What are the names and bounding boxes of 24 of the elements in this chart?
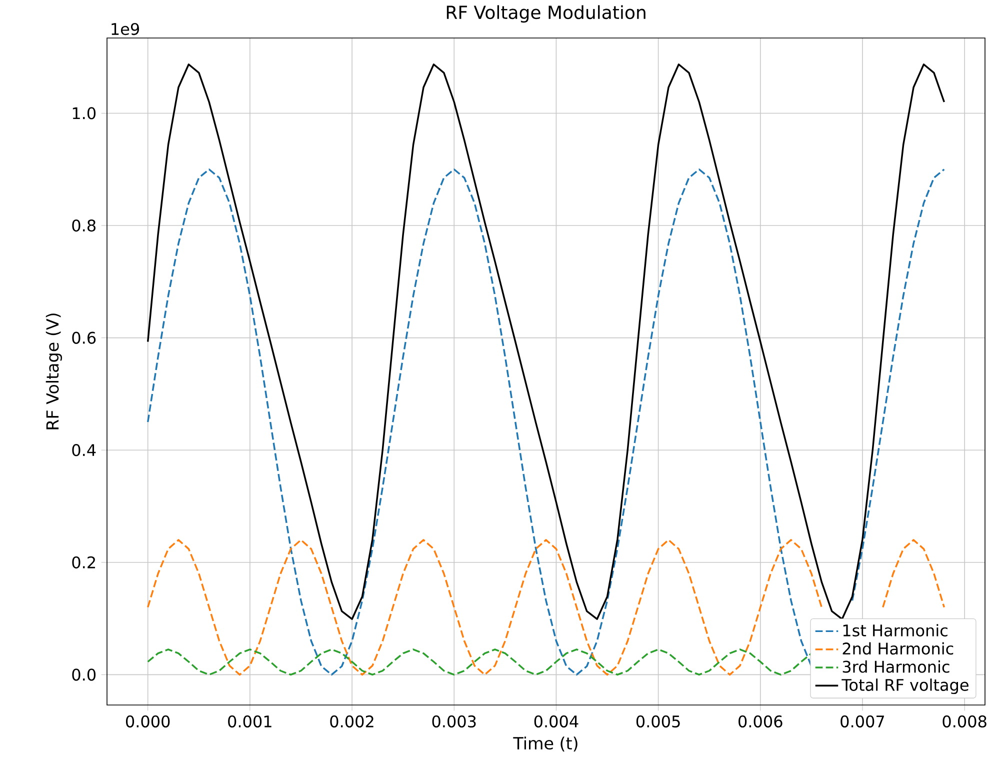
chart-title: RF Voltage Modulation bbox=[446, 5, 646, 23]
y-tick-label: 0.8 bbox=[72, 219, 96, 232]
x-tick-label: 0.005 bbox=[636, 715, 680, 728]
y-tick-label: 0.2 bbox=[72, 556, 95, 568]
legend-label: 2nd Harmonic bbox=[842, 642, 954, 655]
y-tick-label: 1.0 bbox=[72, 107, 96, 120]
y-axis-title: RF Voltage (V) bbox=[46, 314, 62, 430]
y-tick-label: 0.0 bbox=[72, 668, 96, 681]
text: 1e9 bbox=[112, 22, 140, 36]
x-tick-label: 0.003 bbox=[432, 715, 476, 728]
y-tick-label: 0.6 bbox=[72, 332, 96, 344]
x-tick-label: 0.000 bbox=[126, 715, 170, 728]
x-tick-label: 0.004 bbox=[534, 715, 578, 728]
x-tick-label: 0.007 bbox=[840, 715, 884, 728]
x-axis-title: Time (t) bbox=[513, 736, 578, 752]
legend-label: Total RF voltage bbox=[842, 678, 968, 694]
x-tick-label: 0.002 bbox=[330, 715, 374, 728]
line-series bbox=[146, 648, 812, 676]
x-tick-label: 0.008 bbox=[942, 715, 986, 728]
y-tick-label: 0.4 bbox=[72, 444, 96, 456]
legend-label: 1st Harmonic bbox=[843, 624, 948, 636]
x-tick-label: 0.006 bbox=[738, 715, 782, 728]
legend-label: 3rd Harmonic bbox=[842, 660, 950, 673]
x-tick-label: 0.001 bbox=[228, 715, 272, 728]
